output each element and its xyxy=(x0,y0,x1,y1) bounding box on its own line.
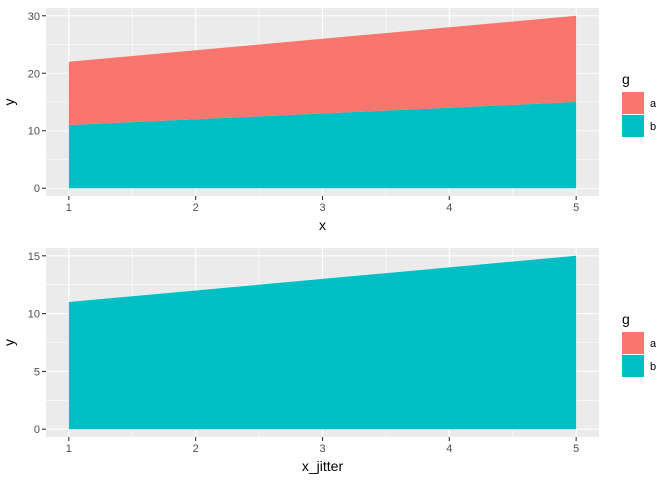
y-tick-label: 10 xyxy=(28,126,40,138)
chart-panel-1: 1 2 3 4 5 0 10 20 30 x y g ab xyxy=(1,8,657,233)
x-tick-label: 3 xyxy=(319,443,325,455)
y-tick-label: 5 xyxy=(34,366,40,378)
y-tick-label: 0 xyxy=(34,183,40,195)
legend-label-b: b xyxy=(650,361,656,373)
y-tick-label: 20 xyxy=(28,68,40,80)
legend-label-a: a xyxy=(650,338,657,350)
y-axis-title: y xyxy=(1,339,17,346)
chart-panel-2: 1 2 3 4 5 0 5 10 15 x_jitter y g ab xyxy=(1,248,657,474)
y-tick-label: 10 xyxy=(28,309,40,321)
legend-label-a: a xyxy=(650,98,657,110)
y-tick-label: 15 xyxy=(28,251,40,263)
x-tick-label: 3 xyxy=(319,202,325,214)
x-axis-title: x xyxy=(319,217,326,233)
x-tick-label: 5 xyxy=(573,202,579,214)
legend-label-b: b xyxy=(650,121,656,133)
area-series-b xyxy=(68,102,577,189)
x-tick-label: 5 xyxy=(573,443,579,455)
area-series-b xyxy=(68,255,577,430)
legend: g ab xyxy=(622,71,657,137)
legend-key-b xyxy=(622,355,644,377)
x-tick-label: 4 xyxy=(446,443,452,455)
y-tick-label: 0 xyxy=(34,424,40,436)
x-axis-title: x_jitter xyxy=(302,458,344,474)
x-tick-label: 1 xyxy=(66,443,72,455)
x-tick-label: 1 xyxy=(66,202,72,214)
legend: g ab xyxy=(622,311,657,377)
legend-key-a xyxy=(622,92,644,114)
x-tick-label: 4 xyxy=(446,202,452,214)
legend-title: g xyxy=(622,311,630,327)
y-axis-title: y xyxy=(1,99,17,106)
legend-key-a xyxy=(622,332,644,354)
legend-title: g xyxy=(622,71,630,87)
x-tick-label: 2 xyxy=(193,202,199,214)
legend-key-b xyxy=(622,115,644,137)
area-series-a xyxy=(68,15,577,125)
x-tick-label: 2 xyxy=(193,443,199,455)
y-tick-label: 30 xyxy=(28,11,40,23)
